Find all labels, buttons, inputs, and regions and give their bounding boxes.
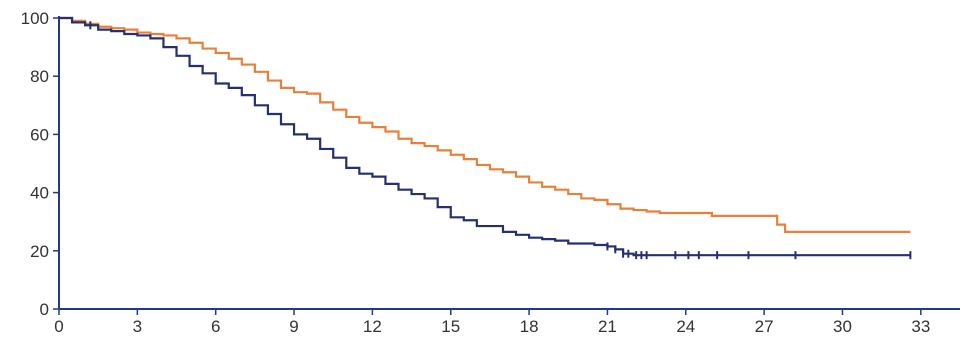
x-tick-label: 24	[676, 317, 695, 336]
x-axis-ticks: 0 3 6 9 12 15 18 21 24 27 30 33	[54, 309, 930, 336]
series-layer	[59, 16, 912, 260]
x-tick-label: 6	[211, 317, 220, 336]
y-tick-label: 20	[30, 242, 49, 261]
x-tick-label: 9	[289, 317, 298, 336]
y-tick-label: 100	[21, 9, 49, 28]
x-tick-label: 12	[363, 317, 382, 336]
x-tick-label: 15	[441, 317, 460, 336]
y-tick-label: 0	[40, 300, 49, 319]
series-line-0	[59, 16, 911, 233]
y-tick-label: 40	[30, 184, 49, 203]
axes	[58, 16, 960, 310]
y-tick-label: 80	[30, 67, 49, 86]
series-line-1	[59, 16, 911, 257]
x-tick-label: 0	[54, 317, 63, 336]
x-tick-label: 27	[755, 317, 774, 336]
x-tick-label: 3	[133, 317, 142, 336]
y-axis-ticks: 0 20 40 60 80 100	[21, 9, 59, 319]
y-tick-label: 60	[30, 125, 49, 144]
x-tick-label: 30	[833, 317, 852, 336]
x-tick-label: 18	[520, 317, 539, 336]
x-tick-label: 21	[598, 317, 617, 336]
x-tick-label: 33	[911, 317, 930, 336]
